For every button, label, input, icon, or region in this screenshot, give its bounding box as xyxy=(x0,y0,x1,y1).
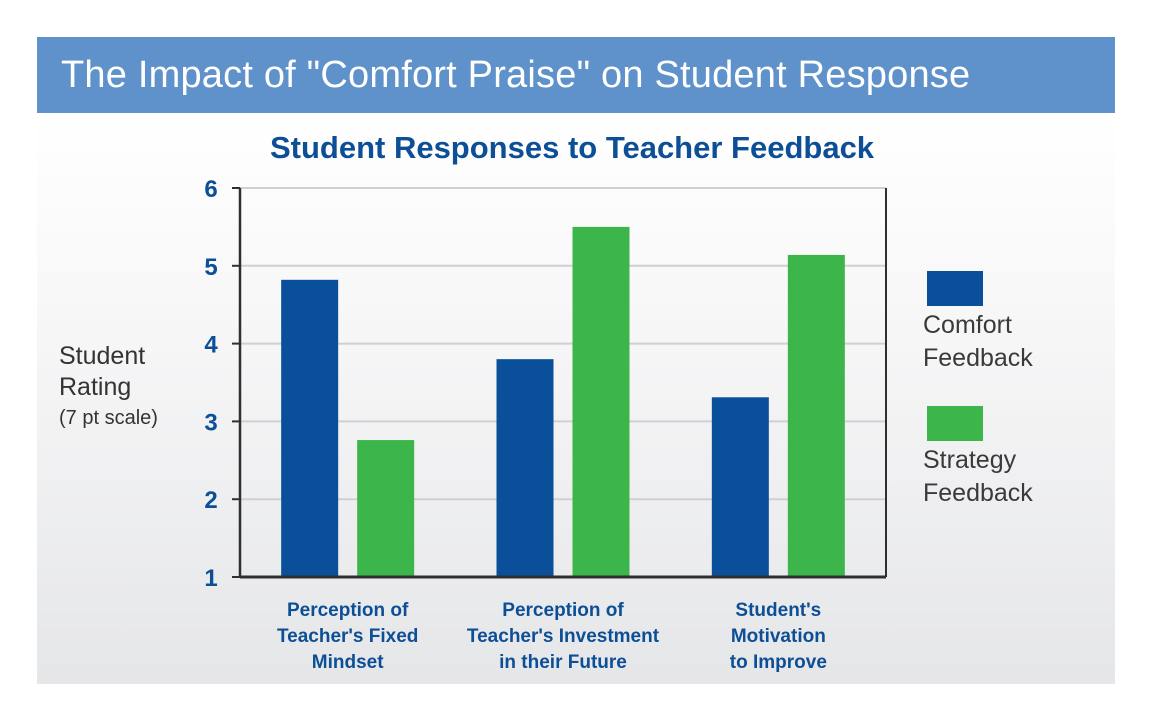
y-tick-labels: 1 2 3 4 5 6 xyxy=(204,176,218,592)
category-label: Student's xyxy=(735,600,821,621)
category-label: Teacher's Investment xyxy=(467,626,660,647)
y-tick-label: 3 xyxy=(204,409,217,436)
y-axis-label-line: Student xyxy=(59,342,145,370)
legend-label: Strategy xyxy=(923,446,1017,474)
category-label: to Improve xyxy=(730,652,827,673)
y-tick-label: 1 xyxy=(204,565,217,592)
category-label: Mindset xyxy=(312,652,384,673)
y-axis-label-sub: (7 pt scale) xyxy=(59,407,158,429)
category-labels: Perception of Teacher's Fixed Mindset Perce… xyxy=(277,600,827,673)
y-tick-label: 5 xyxy=(204,254,217,281)
legend-label: Feedback xyxy=(923,344,1033,372)
y-axis-label: Student Rating (7 pt scale) xyxy=(59,342,158,429)
bar xyxy=(496,359,554,577)
bar xyxy=(281,279,339,577)
bar xyxy=(711,397,769,577)
category-label: Perception of xyxy=(502,600,624,621)
grid-lines xyxy=(240,187,886,501)
category-label: Perception of xyxy=(287,600,409,621)
bars xyxy=(281,226,845,577)
header-banner: The Impact of "Comfort Praise" on Studen… xyxy=(37,37,1115,113)
category-label: Motivation xyxy=(731,626,826,647)
y-tick-label: 6 xyxy=(204,176,217,203)
legend-label: Comfort xyxy=(923,311,1012,339)
legend-swatch xyxy=(927,406,983,441)
y-tick-label: 4 xyxy=(204,332,218,359)
category-label: Teacher's Fixed xyxy=(277,626,418,647)
legend-swatch xyxy=(927,271,983,306)
bar xyxy=(572,226,630,577)
axes xyxy=(232,187,887,579)
y-axis-label-line: Rating xyxy=(59,373,131,401)
legend-label: Feedback xyxy=(923,479,1033,507)
bar xyxy=(357,440,415,577)
banner-title: The Impact of "Comfort Praise" on Studen… xyxy=(61,54,971,96)
bar xyxy=(787,254,845,577)
category-label: in their Future xyxy=(499,652,627,673)
legend: Comfort Feedback Strategy Feedback xyxy=(923,271,1033,507)
chart-title: Student Responses to Teacher Feedback xyxy=(270,130,875,165)
y-tick-label: 2 xyxy=(204,487,217,514)
